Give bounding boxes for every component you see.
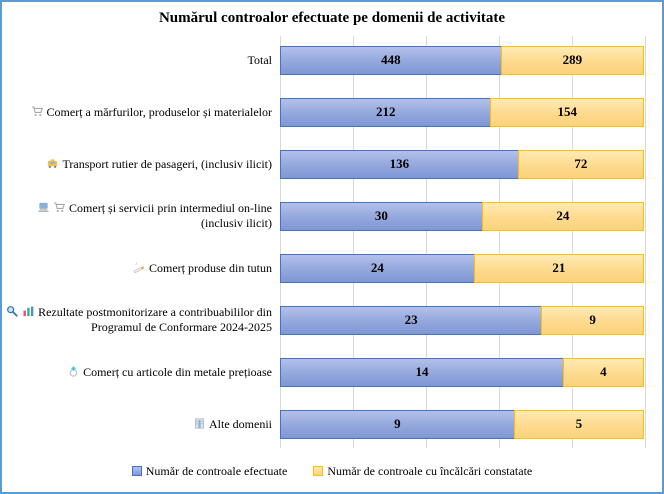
category-text: Comerț a mărfurilor, produselor și mater…	[46, 104, 272, 119]
bar-value: 212	[375, 104, 396, 119]
bar-segment-incalcari-constatate: 289	[500, 45, 644, 75]
ring-icon	[69, 365, 78, 377]
category-text: Comerț cu articole din metale prețioase	[83, 364, 272, 379]
bar-segment-incalcari-constatate: 154	[490, 97, 644, 127]
gridline	[280, 36, 281, 448]
gridline	[499, 36, 500, 448]
legend-item-controale-efectuate: Număr de controale efectuate	[131, 463, 288, 479]
chart-title: Numărul controalor efectuate pe domenii …	[158, 9, 506, 26]
bar-segment-controale-efectuate: 23	[280, 305, 543, 335]
plot-area: Total 448 289 Comerț a mărfurilor, produse…	[2, 34, 662, 450]
bar-segment-incalcari-constatate: 4	[562, 357, 644, 387]
chart-row: Comerț produse din tutun 24 21	[2, 242, 662, 294]
cart-icon	[53, 202, 66, 213]
taxi-icon	[48, 158, 58, 168]
bar-track: 448 289	[280, 45, 645, 75]
bar-track: 23 9	[280, 305, 645, 335]
bar-segment-controale-efectuate: 212	[280, 97, 492, 127]
gridline	[353, 36, 354, 448]
laptop-icon	[38, 202, 49, 212]
bar-segment-incalcari-constatate: 9	[541, 305, 644, 335]
cigarette-icon	[133, 261, 145, 273]
chart-row: Total 448 289	[2, 34, 662, 86]
barchart-icon	[23, 306, 34, 317]
bar-track: 14 4	[280, 357, 645, 387]
bar-value: 289	[562, 52, 583, 67]
bar-segment-controale-efectuate: 9	[280, 409, 515, 439]
gridline-group	[280, 36, 646, 448]
bar-segment-controale-efectuate: 448	[280, 45, 502, 75]
bar-value: 14	[415, 364, 429, 379]
bar-segment-incalcari-constatate: 72	[517, 149, 644, 179]
chart-row: Alte domenii 9 5	[2, 398, 662, 450]
category-text: Rezultate postmonitorizare a contribuabi…	[38, 305, 272, 334]
bar-segment-controale-efectuate: 24	[280, 253, 475, 283]
legend-label: Număr de controale efectuate	[145, 463, 288, 478]
chart-row: Comerț cu articole din metale prețioase 1…	[2, 346, 662, 398]
bar-value: 4	[600, 364, 607, 379]
category-label: Comerț a mărfurilor, produselor și mater…	[2, 105, 272, 120]
bar-value: 448	[381, 52, 401, 67]
category-label: Alte domenii	[2, 417, 272, 432]
legend: Număr de controale efectuate Număr de co…	[2, 450, 662, 492]
bar-segment-incalcari-constatate: 5	[513, 409, 644, 439]
gridline	[426, 36, 427, 448]
bar-track: 30 24	[280, 201, 645, 231]
category-text: Comerț și servicii prin intermediul on-l…	[69, 201, 272, 230]
chart-row: Comerț și servicii prin intermediul on-l…	[2, 190, 662, 242]
category-text: Transport rutier de pasageri, (inclusiv …	[62, 156, 272, 171]
bar-value: 23	[404, 312, 418, 327]
category-label: Transport rutier de pasageri, (inclusiv …	[2, 157, 272, 172]
category-label: Comerț produse din tutun	[2, 261, 272, 276]
bar-value: 30	[374, 208, 388, 223]
bar-segment-controale-efectuate: 14	[280, 357, 564, 387]
category-text: Comerț produse din tutun	[149, 260, 272, 275]
bar-value: 24	[370, 260, 384, 275]
bar-track: 136 72	[280, 149, 645, 179]
gridline	[645, 36, 646, 448]
bar-track: 24 21	[280, 253, 645, 283]
bar-value: 154	[557, 104, 577, 119]
bar-segment-incalcari-constatate: 21	[473, 253, 644, 283]
bar-value: 72	[574, 156, 588, 171]
category-label: Total	[2, 52, 273, 68]
bar-value: 136	[389, 156, 410, 171]
legend-swatch-blue	[131, 466, 142, 476]
bar-value: 5	[575, 416, 583, 431]
bar-value: 21	[552, 260, 566, 275]
category-label: Rezultate postmonitorizare a contribuabi…	[2, 305, 272, 335]
bar-rows: Total 448 289 Comerț a mărfurilor, produse…	[2, 34, 662, 450]
bar-segment-controale-efectuate: 30	[280, 201, 483, 231]
bar-value: 9	[589, 312, 596, 327]
chart-row: Transport rutier de pasageri, (inclusiv …	[2, 138, 662, 190]
legend-item-incalcari-constatate: Număr de controale cu încălcări constata…	[313, 464, 532, 479]
bar-value: 24	[556, 208, 570, 223]
bar-segment-controale-efectuate: 136	[280, 149, 519, 179]
category-label: Comerț și servicii prin intermediul on-l…	[2, 201, 272, 231]
gridline	[572, 36, 573, 448]
cart-icon	[31, 106, 43, 116]
magnifier-icon	[7, 306, 18, 317]
chart-row: Comerț a mărfurilor, produselor și mater…	[2, 86, 662, 138]
building-icon	[195, 417, 204, 429]
legend-swatch-orange	[313, 466, 324, 476]
legend-label: Număr de controale cu încălcări constata…	[327, 463, 533, 478]
category-label: Comerț cu articole din metale prețioase	[2, 365, 272, 380]
bar-value: 9	[394, 416, 401, 431]
chart-row: Rezultate postmonitorizare a contribuabi…	[2, 294, 662, 346]
category-text: Total	[247, 52, 273, 67]
bar-segment-incalcari-constatate: 24	[481, 201, 644, 231]
bar-track: 212 154	[280, 97, 645, 127]
category-text: Alte domenii	[209, 416, 272, 431]
